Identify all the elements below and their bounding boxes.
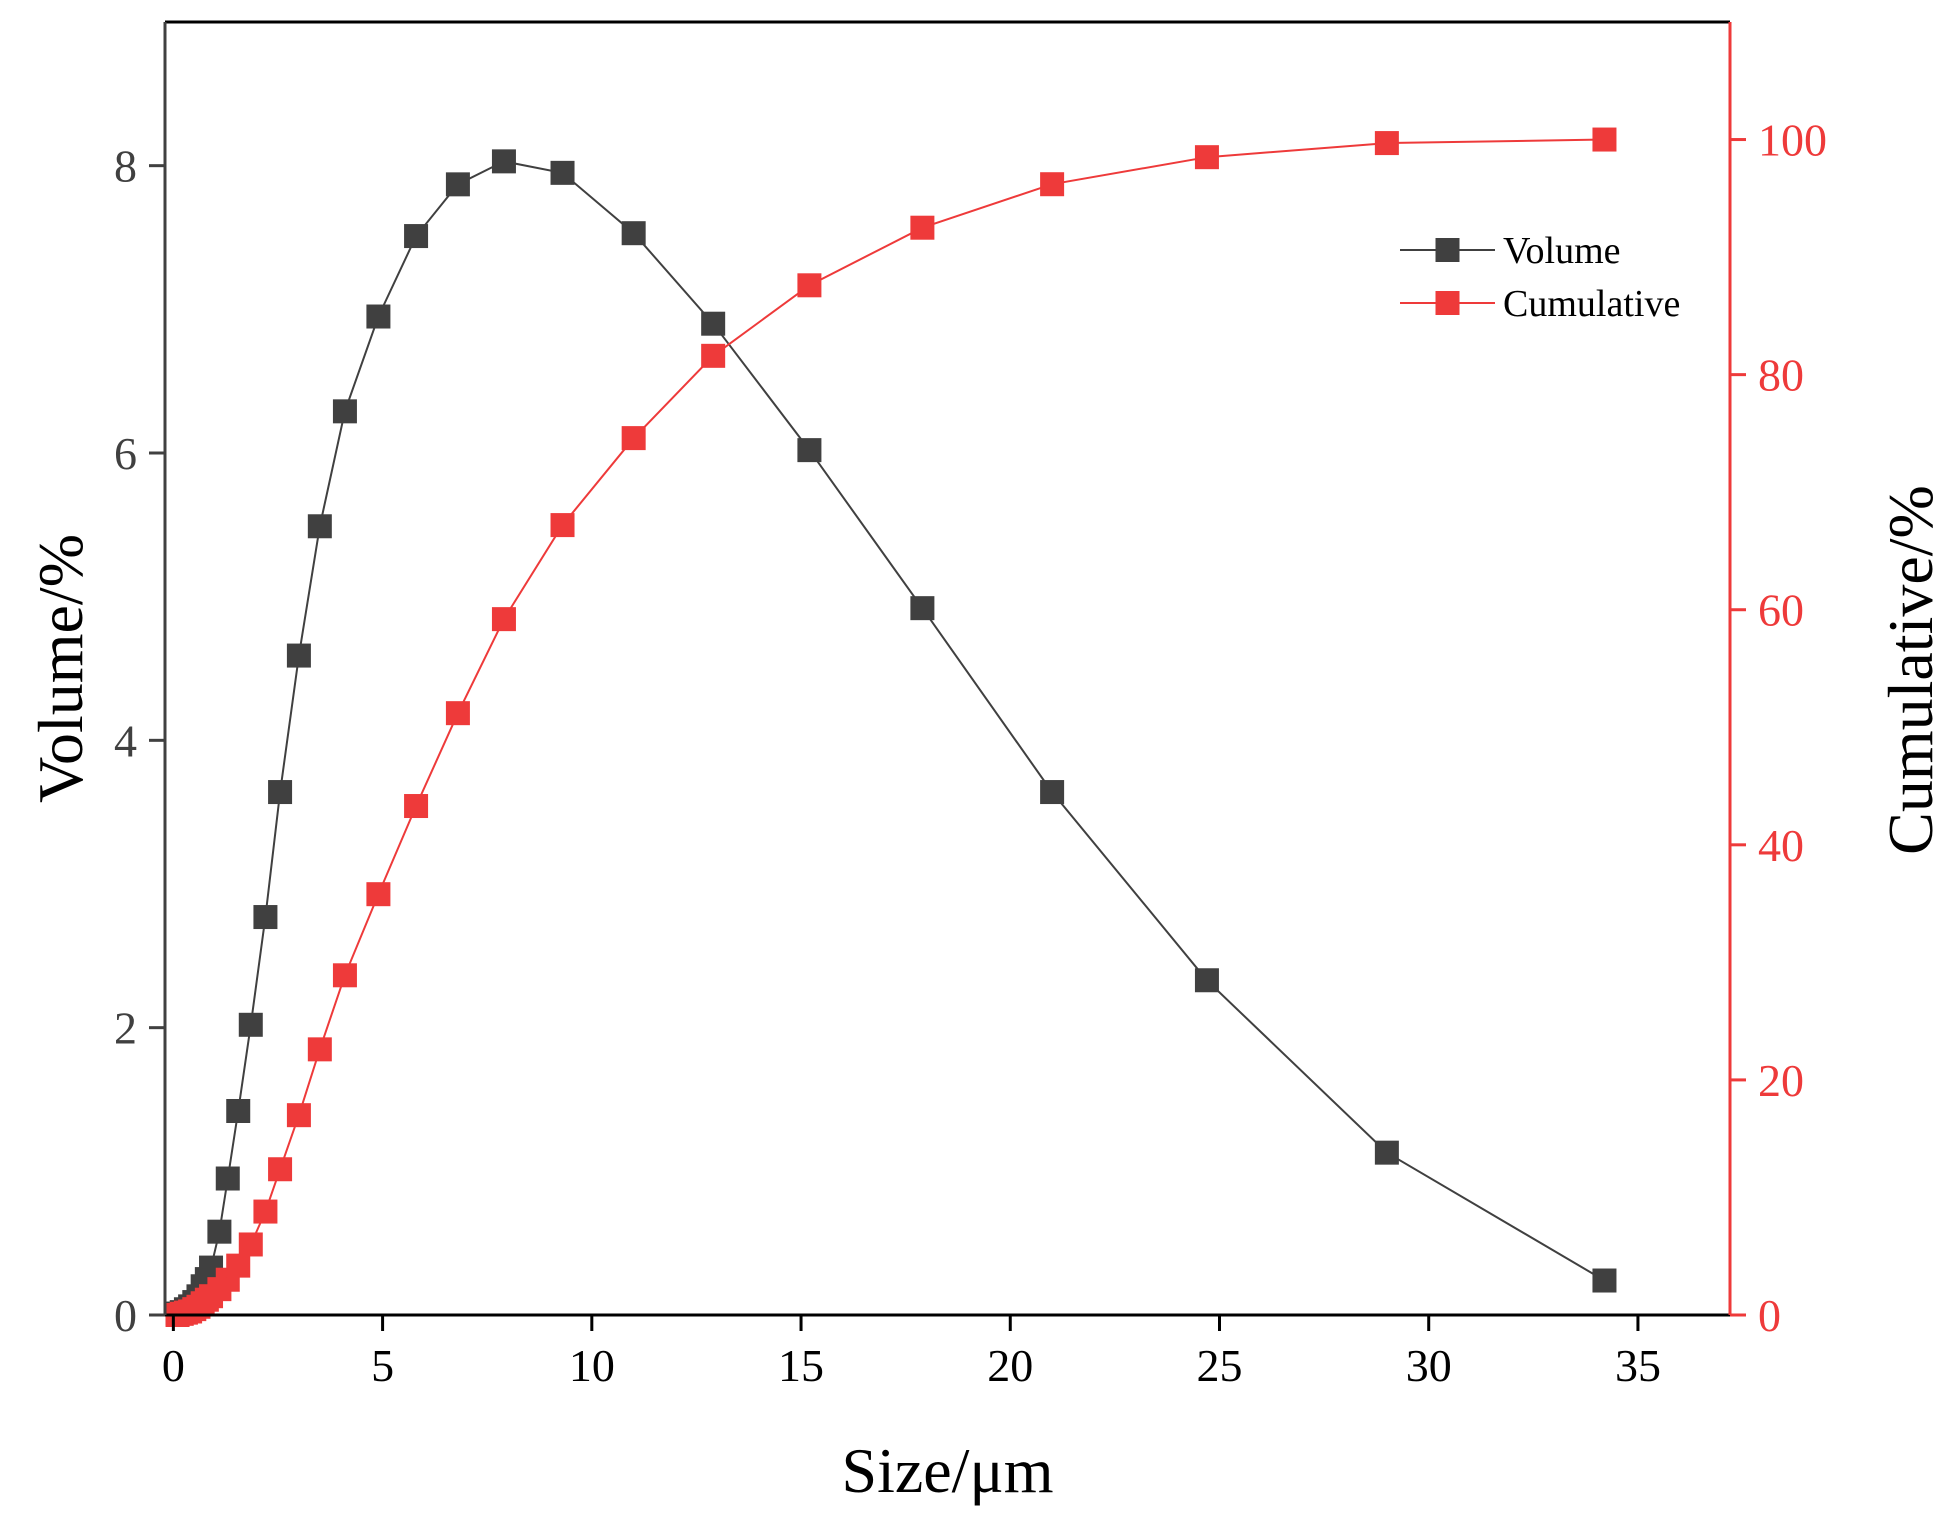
data-point-volume: [207, 1219, 232, 1244]
plot-area: [165, 127, 1617, 1327]
data-point-volume: [268, 780, 293, 805]
data-point-volume: [550, 160, 575, 185]
x-tick-label: 15: [778, 1340, 824, 1391]
legend-label-cumulative: Cumulative: [1503, 283, 1680, 325]
x-tick-label: 35: [1615, 1340, 1661, 1391]
x-tick-label: 30: [1406, 1340, 1452, 1391]
data-point-cumulative: [1592, 127, 1617, 152]
data-point-volume: [332, 399, 357, 424]
y-tick-label: 8: [114, 141, 137, 192]
data-point-cumulative: [238, 1232, 263, 1257]
data-point-cumulative: [701, 343, 726, 368]
data-point-volume: [366, 304, 391, 329]
data-point-volume: [404, 224, 429, 249]
data-point-volume: [491, 149, 516, 174]
data-point-volume: [253, 905, 278, 930]
x-tick-label: 20: [987, 1340, 1033, 1391]
data-point-volume: [307, 514, 332, 539]
x-tick-label: 25: [1196, 1340, 1242, 1391]
y-axis-title: Volume/%: [25, 534, 96, 803]
data-point-cumulative: [621, 426, 646, 451]
data-point-cumulative: [1194, 145, 1219, 170]
data-point-volume: [797, 438, 822, 463]
data-point-volume: [621, 221, 646, 246]
data-point-cumulative: [550, 513, 575, 538]
y2-tick-label: 100: [1758, 115, 1827, 166]
y2-tick-label: 40: [1758, 820, 1804, 871]
data-point-volume: [1592, 1268, 1617, 1293]
y2-tick-label: 80: [1758, 350, 1804, 401]
data-point-cumulative: [1040, 172, 1065, 197]
data-point-volume: [1040, 780, 1065, 805]
data-point-volume: [215, 1166, 240, 1191]
data-point-cumulative: [366, 882, 391, 907]
data-point-cumulative: [797, 273, 822, 298]
data-point-cumulative: [491, 607, 516, 632]
y2-axis-title: Cumulative/%: [1875, 485, 1946, 855]
data-point-cumulative: [226, 1253, 251, 1278]
y-tick-label: 2: [114, 1003, 137, 1054]
legend: Volume Cumulative: [1400, 230, 1680, 325]
data-point-volume: [445, 172, 470, 197]
data-point-cumulative: [307, 1037, 332, 1062]
legend-marker-cumulative: [1435, 291, 1460, 315]
x-axis-title: Size/μm: [841, 1435, 1053, 1506]
legend-label-volume: Volume: [1503, 230, 1621, 272]
data-point-cumulative: [1374, 131, 1399, 156]
y-tick-label: 6: [114, 428, 137, 479]
data-point-cumulative: [404, 794, 429, 819]
data-point-volume: [910, 596, 935, 621]
data-point-volume: [1194, 968, 1219, 993]
data-point-volume: [286, 643, 311, 668]
data-point-cumulative: [445, 701, 470, 726]
data-point-volume: [238, 1012, 263, 1037]
y-tick-label: 0: [114, 1290, 137, 1341]
data-point-cumulative: [332, 963, 357, 988]
y2-tick-label: 60: [1758, 585, 1804, 636]
data-point-cumulative: [253, 1199, 278, 1224]
y2-tick-label: 20: [1758, 1055, 1804, 1106]
legend-marker-volume: [1435, 238, 1460, 262]
x-tick-label: 0: [162, 1340, 185, 1391]
data-point-volume: [226, 1098, 251, 1123]
data-point-cumulative: [910, 215, 935, 240]
data-point-cumulative: [268, 1157, 293, 1182]
y-tick-label: 4: [114, 715, 137, 766]
x-tick-label: 5: [371, 1340, 394, 1391]
x-tick-label: 10: [569, 1340, 615, 1391]
data-point-cumulative: [286, 1103, 311, 1128]
data-point-volume: [701, 311, 726, 336]
data-point-volume: [1374, 1140, 1399, 1165]
y2-tick-label: 0: [1758, 1290, 1781, 1341]
